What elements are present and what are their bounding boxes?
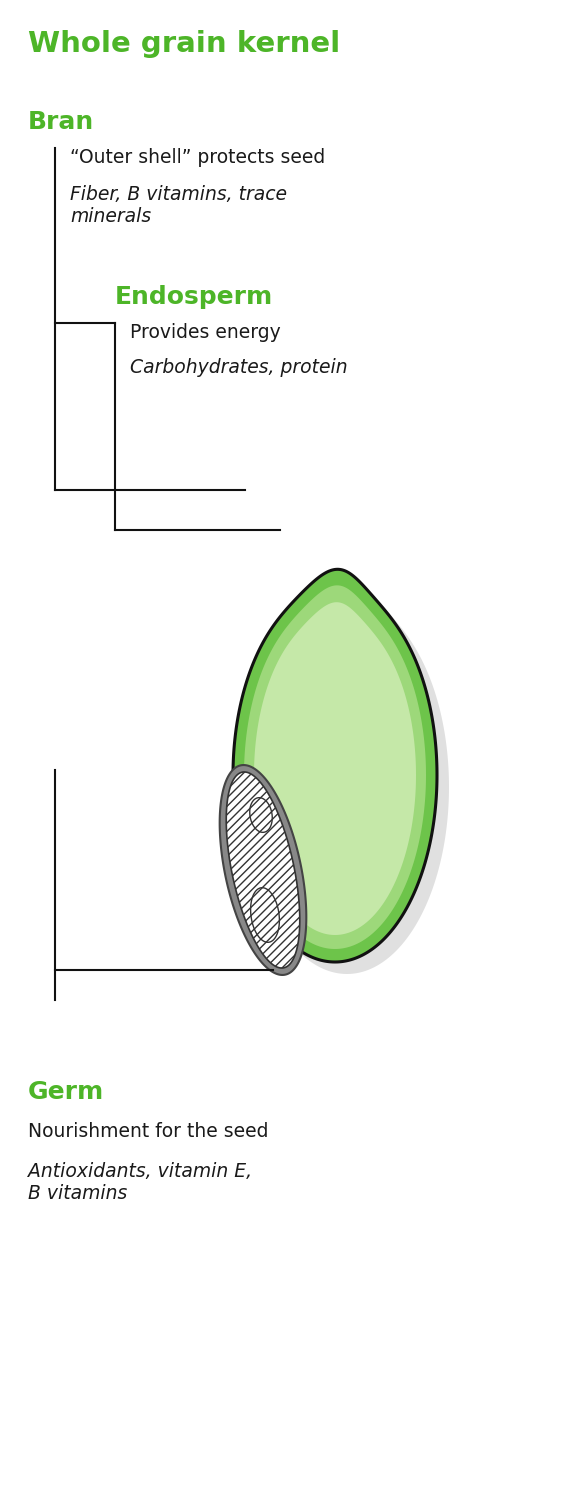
Text: Carbohydrates, protein: Carbohydrates, protein — [130, 358, 347, 376]
Text: Bran: Bran — [28, 110, 94, 134]
Polygon shape — [226, 772, 300, 968]
Text: Fiber, B vitamins, trace
minerals: Fiber, B vitamins, trace minerals — [70, 184, 287, 226]
Polygon shape — [245, 582, 449, 974]
Polygon shape — [250, 888, 279, 942]
Polygon shape — [254, 602, 416, 934]
Polygon shape — [244, 585, 426, 950]
Text: Germ: Germ — [28, 1080, 104, 1104]
Polygon shape — [220, 765, 306, 975]
Text: Antioxidants, vitamin E,
B vitamins: Antioxidants, vitamin E, B vitamins — [28, 1162, 252, 1203]
Text: Whole grain kernel: Whole grain kernel — [28, 30, 340, 58]
Text: Endosperm: Endosperm — [115, 285, 273, 309]
Polygon shape — [233, 570, 437, 962]
Text: Provides energy: Provides energy — [130, 322, 281, 342]
Text: Nourishment for the seed: Nourishment for the seed — [28, 1122, 268, 1142]
Text: “Outer shell” protects seed: “Outer shell” protects seed — [70, 148, 325, 166]
Polygon shape — [250, 798, 272, 832]
